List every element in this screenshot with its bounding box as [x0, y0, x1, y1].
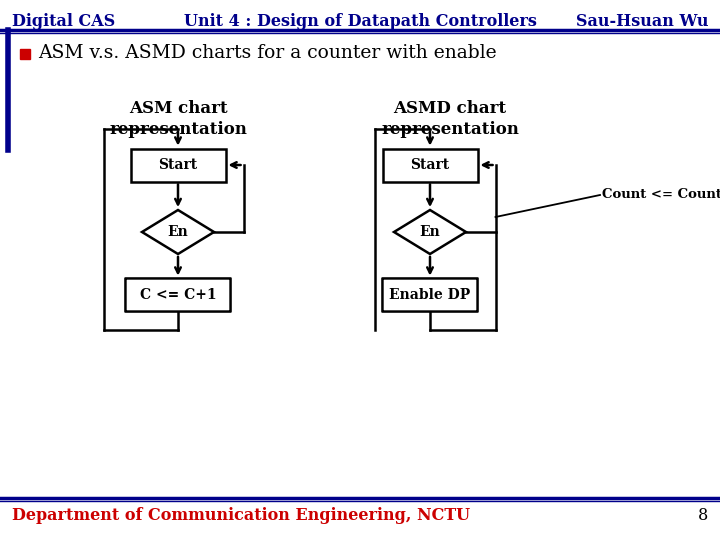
Bar [20, 49, 30, 59]
Polygon shape [394, 210, 466, 254]
Text: C <= C+1: C <= C+1 [140, 288, 216, 302]
Text: ASM chart
representation: ASM chart representation [109, 100, 247, 138]
Text: Digital CAS: Digital CAS [12, 13, 115, 30]
FancyBboxPatch shape [130, 148, 225, 181]
Text: Enable DP: Enable DP [390, 288, 471, 302]
Text: En: En [420, 225, 441, 239]
Text: Sau-Hsuan Wu: Sau-Hsuan Wu [575, 13, 708, 30]
Text: ASM v.s. ASMD charts for a counter with enable: ASM v.s. ASMD charts for a counter with … [38, 44, 497, 62]
FancyBboxPatch shape [382, 279, 477, 312]
FancyBboxPatch shape [382, 148, 477, 181]
FancyBboxPatch shape [125, 279, 230, 312]
Text: 8: 8 [698, 508, 708, 524]
Text: Start: Start [410, 158, 449, 172]
Text: Unit 4 : Design of Datapath Controllers: Unit 4 : Design of Datapath Controllers [184, 13, 536, 30]
Text: Count <= Count + 1: Count <= Count + 1 [602, 188, 720, 201]
Polygon shape [142, 210, 214, 254]
Text: Start: Start [158, 158, 197, 172]
Text: ASMD chart
representation: ASMD chart representation [381, 100, 519, 138]
Text: En: En [168, 225, 189, 239]
Text: Department of Communication Engineering, NCTU: Department of Communication Engineering,… [12, 508, 470, 524]
